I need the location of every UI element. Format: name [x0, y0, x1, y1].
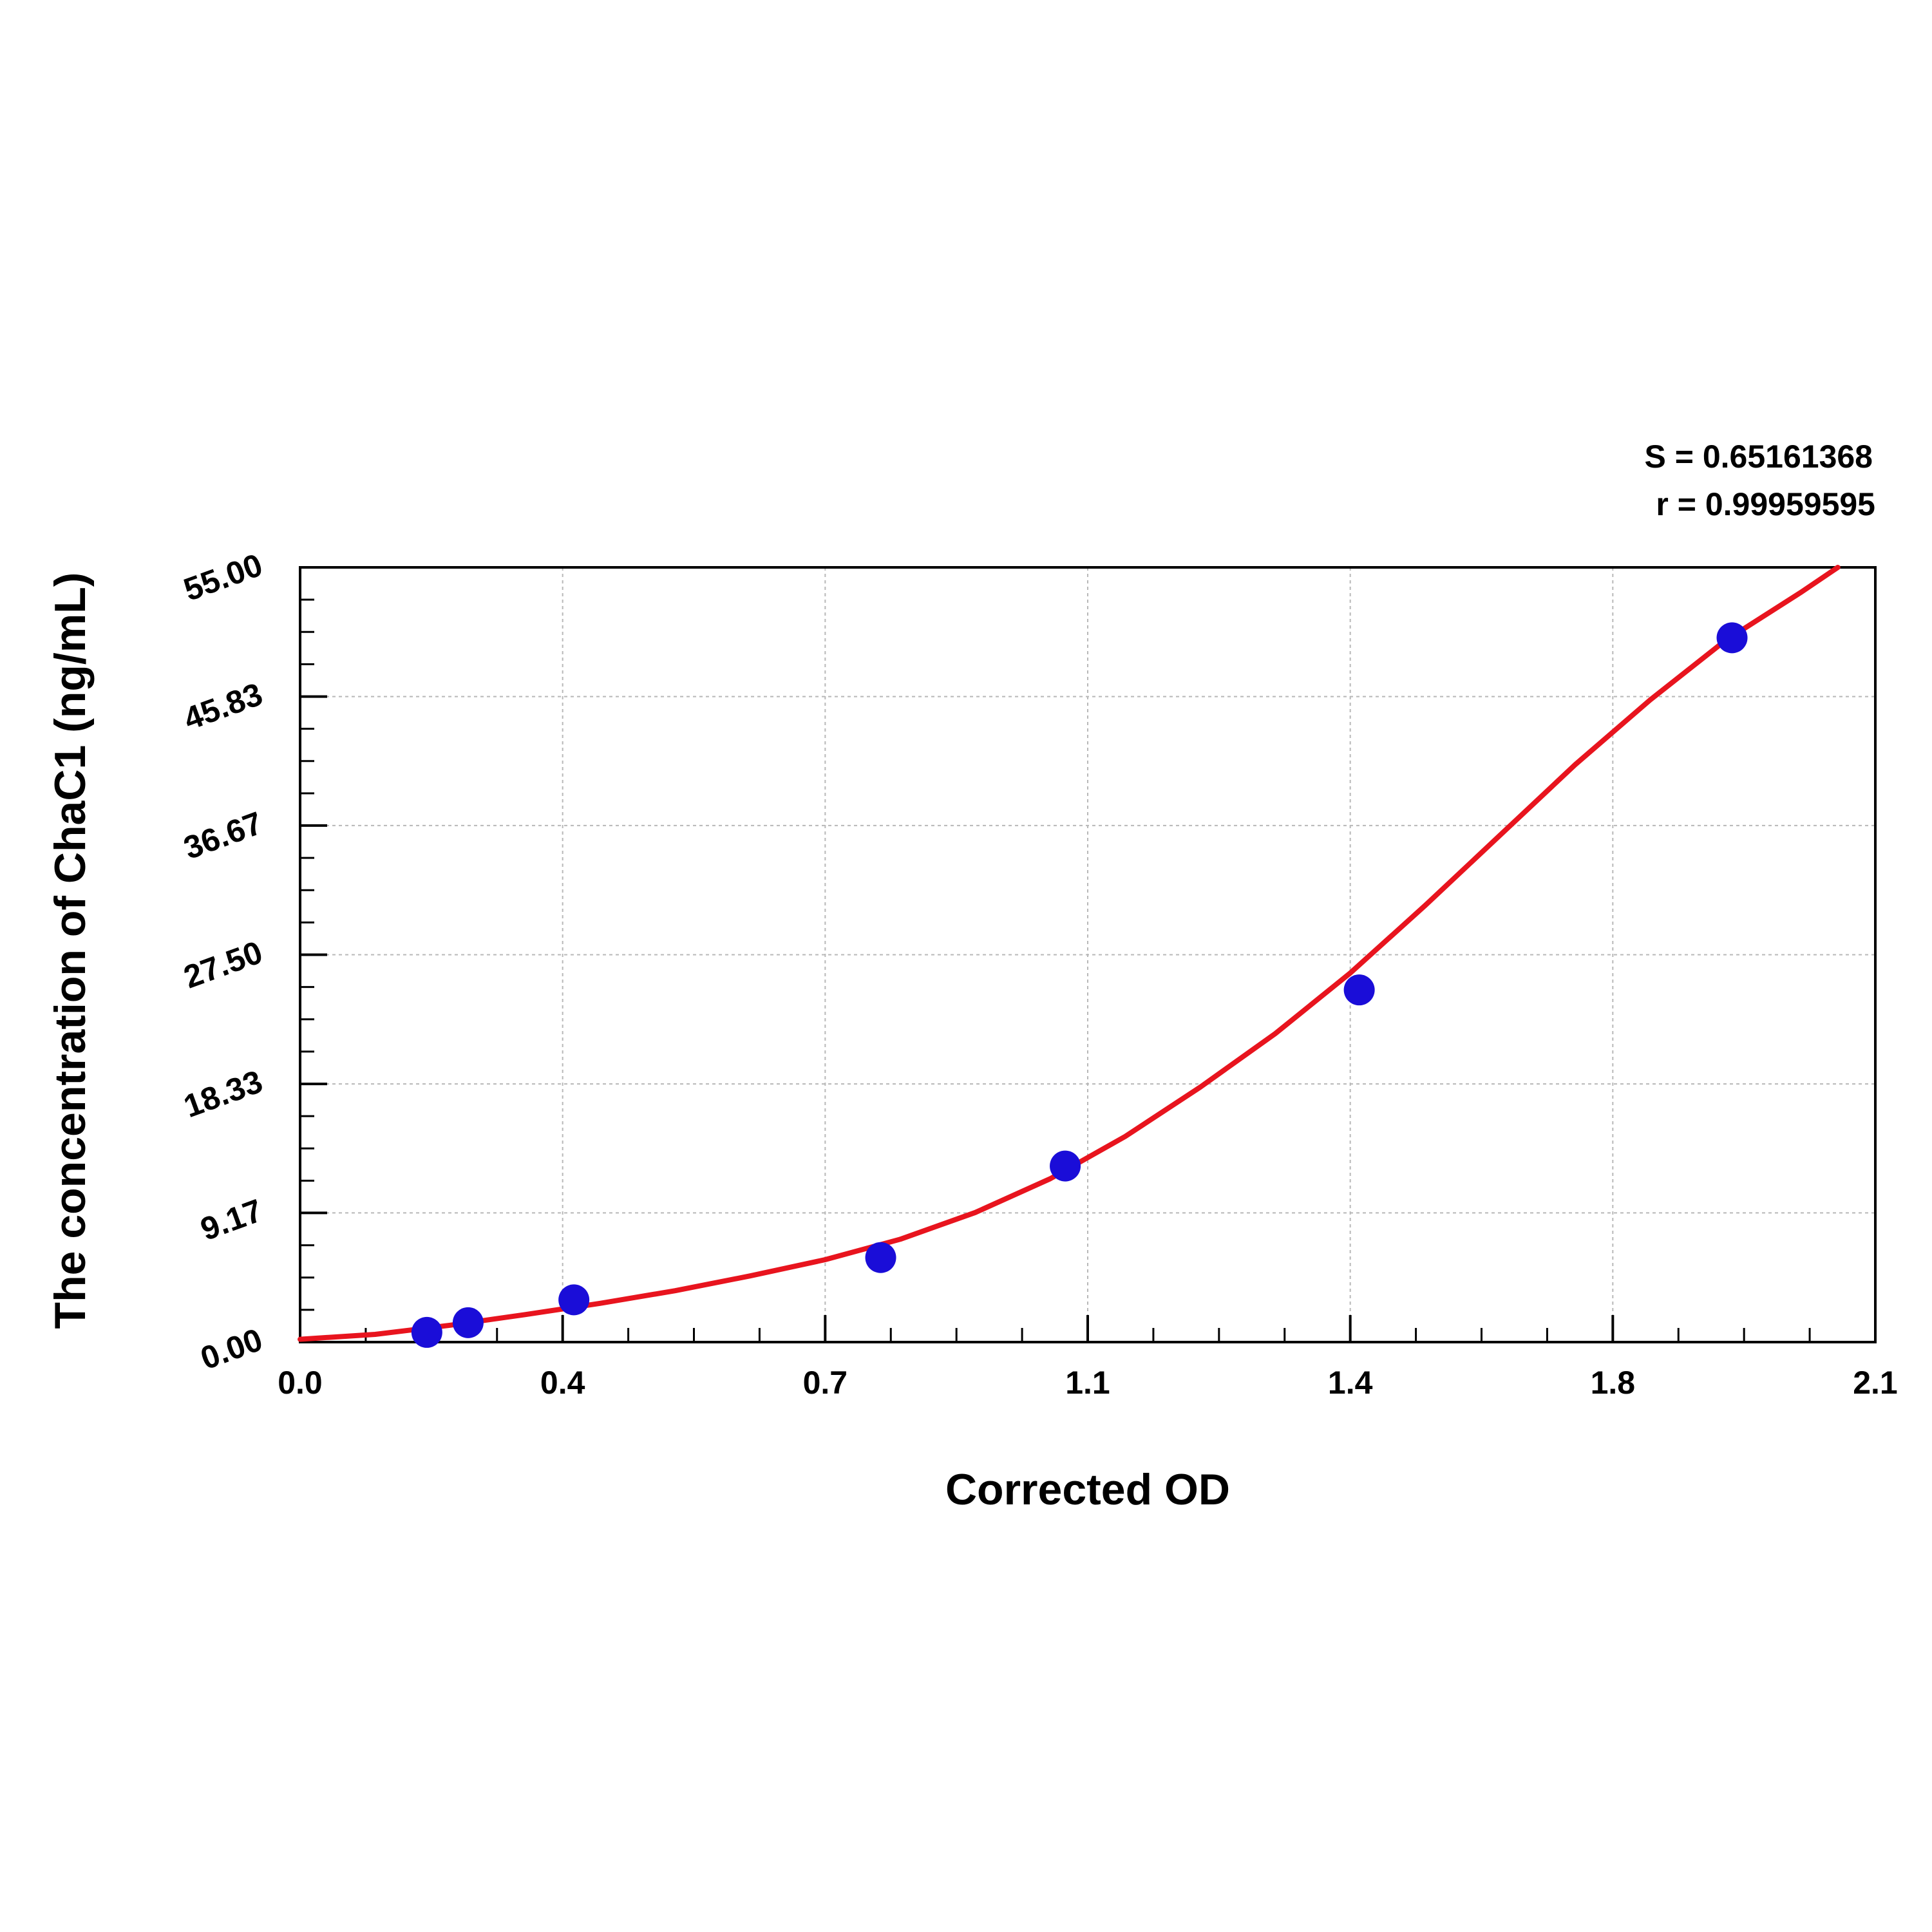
x-tick-label: 1.1 [1065, 1365, 1110, 1401]
x-axis-ticks: 0.0 0.4 0.7 1.1 1.4 1.8 2.1 [278, 1315, 1898, 1401]
data-point [558, 1284, 590, 1316]
data-point [1343, 974, 1375, 1006]
data-points [411, 622, 1748, 1348]
data-point [1050, 1150, 1081, 1182]
x-tick-label: 0.4 [540, 1365, 585, 1401]
minor-ticks [300, 598, 1811, 1342]
x-tick-label: 1.4 [1328, 1365, 1373, 1401]
y-axis-title: The concentration of ChaC1 (ng/mL) [46, 573, 95, 1329]
x-tick-label: 0.0 [278, 1365, 323, 1401]
s-statistic: S = 0.65161368 [1645, 439, 1873, 475]
grid [300, 567, 1875, 1342]
data-point [1716, 622, 1748, 654]
data-point [452, 1307, 484, 1338]
x-tick-label: 2.1 [1853, 1365, 1898, 1401]
data-point [411, 1316, 442, 1348]
x-axis-title: Corrected OD [945, 1465, 1230, 1514]
x-tick-label: 0.7 [803, 1365, 848, 1401]
x-tick-label: 1.8 [1591, 1365, 1636, 1401]
data-point [865, 1242, 896, 1273]
r-statistic: r = 0.99959595 [1656, 486, 1875, 522]
